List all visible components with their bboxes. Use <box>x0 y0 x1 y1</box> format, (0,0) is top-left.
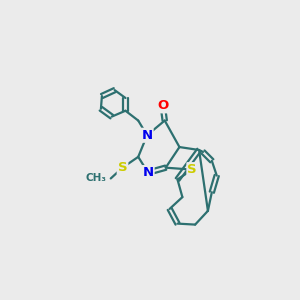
Text: N: N <box>142 166 154 179</box>
Text: O: O <box>157 99 168 112</box>
Text: CH₃: CH₃ <box>86 173 107 184</box>
Text: S: S <box>118 161 127 174</box>
Text: N: N <box>142 129 153 142</box>
Text: S: S <box>188 163 197 176</box>
